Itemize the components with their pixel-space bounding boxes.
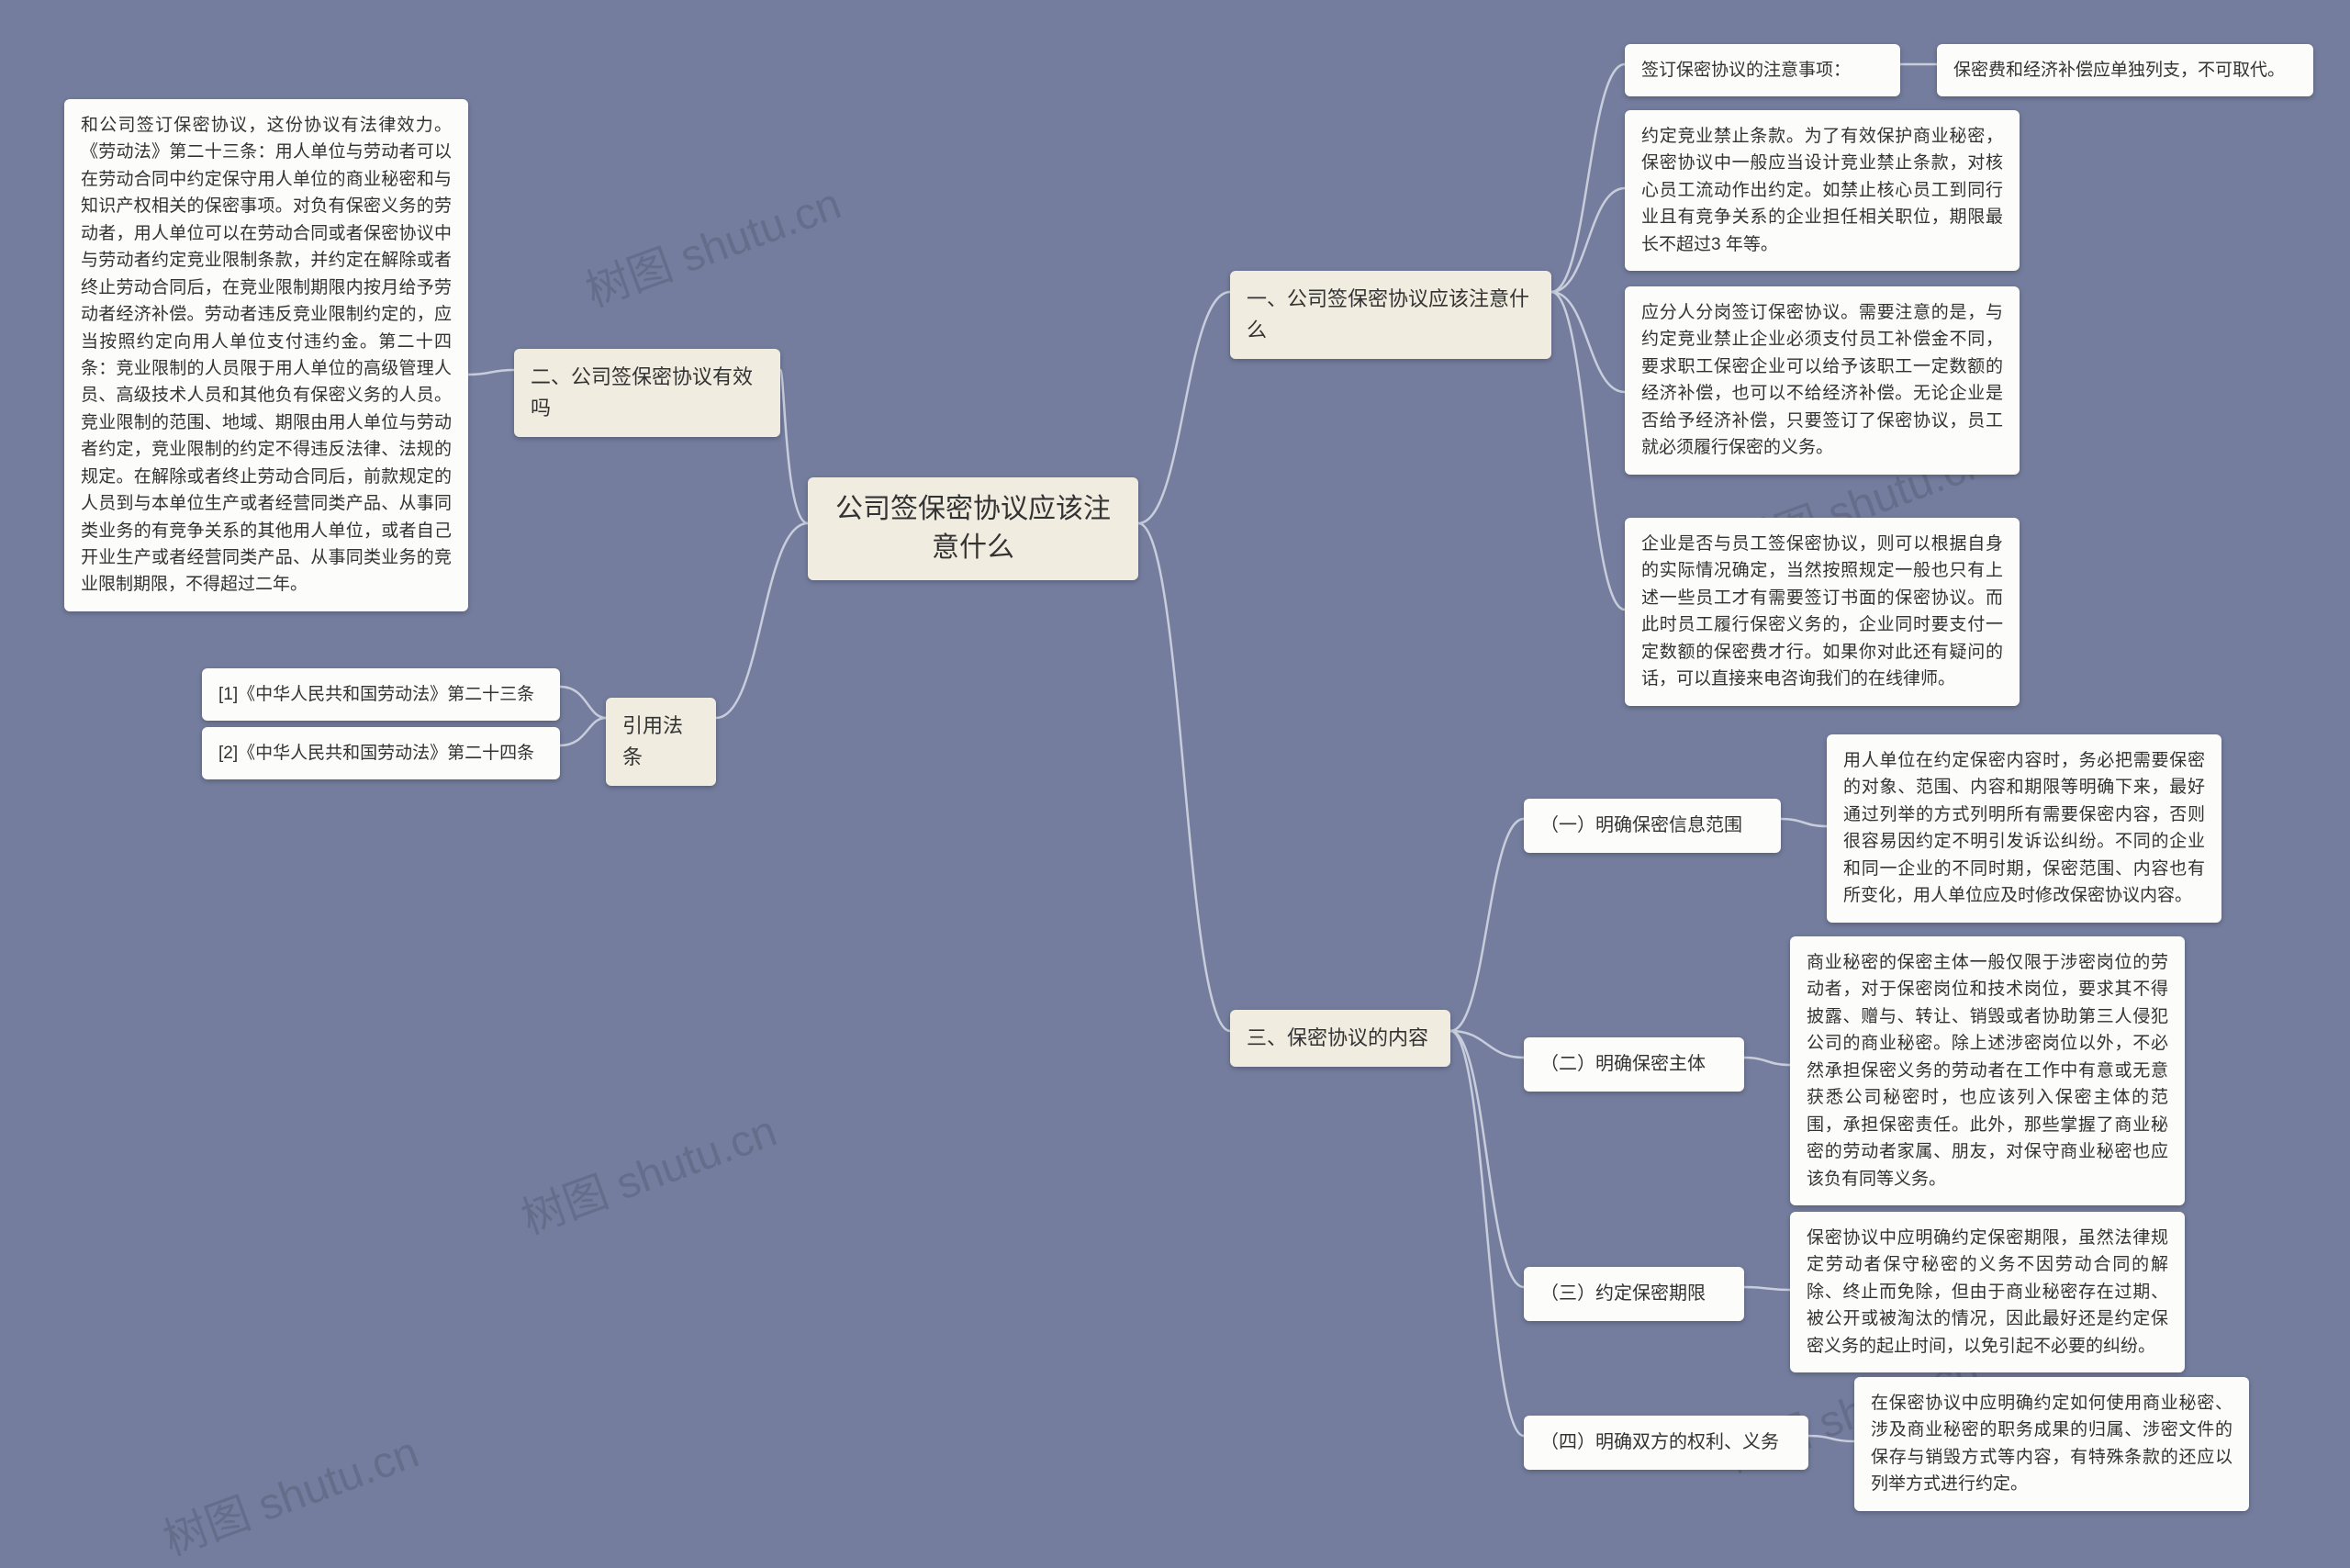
sub-3-1[interactable]: （一）明确保密信息范围 <box>1524 799 1781 853</box>
branch-ref-label: 引用法条 <box>622 714 683 768</box>
sub-label: （一）明确保密信息范围 <box>1540 815 1742 835</box>
branch-3-label: 三、保密协议的内容 <box>1247 1026 1428 1049</box>
branch-1-leaf-2[interactable]: 应分人分岗签订保密协议。需要注意的是，与约定竞业禁止企业必须支付员工补偿金不同，… <box>1625 286 2020 475</box>
branch-1-leaf-1[interactable]: 约定竞业禁止条款。为了有效保护商业秘密，保密协议中一般应当设计竞业禁止条款，对核… <box>1625 110 2020 271</box>
sub-label: （三）约定保密期限 <box>1540 1283 1706 1304</box>
sub-label: （四）明确双方的权利、义务 <box>1540 1432 1779 1452</box>
sub-3-4[interactable]: （四）明确双方的权利、义务 <box>1524 1416 1808 1470</box>
ref-1[interactable]: [1]《中华人民共和国劳动法》第二十三条 <box>202 668 560 721</box>
watermark: 树图 shutu.cn <box>511 1094 784 1246</box>
root-node[interactable]: 公司签保密协议应该注意什么 <box>808 477 1138 580</box>
leaf-text: [1]《中华人民共和国劳动法》第二十三条 <box>218 685 534 704</box>
leaf-text: 商业秘密的保密主体一般仅限于涉密岗位的劳动者，对于保密岗位和技术岗位，要求其不得… <box>1807 953 2168 1189</box>
sub-3-1-text[interactable]: 用人单位在约定保密内容时，务必把需要保密的对象、范围、内容和期限等明确下来，最好… <box>1827 734 2221 923</box>
branch-3[interactable]: 三、保密协议的内容 <box>1230 1010 1450 1067</box>
leaf-text: 保密协议中应明确约定保密期限，虽然法律规定劳动者保守秘密的义务不因劳动合同的解除… <box>1807 1228 2168 1356</box>
leaf-text: 企业是否与员工签保密协议，则可以根据自身的实际情况确定，当然按照规定一般也只有上… <box>1641 534 2003 689</box>
branch-2[interactable]: 二、公司签保密协议有效吗 <box>514 349 780 437</box>
sub-3-3-text[interactable]: 保密协议中应明确约定保密期限，虽然法律规定劳动者保守秘密的义务不因劳动合同的解除… <box>1790 1212 2185 1372</box>
leaf-text: 约定竞业禁止条款。为了有效保护商业秘密，保密协议中一般应当设计竞业禁止条款，对核… <box>1641 127 2003 254</box>
leaf-text: 在保密协议中应明确约定如何使用商业秘密、涉及商业秘密的职务成果的归属、涉密文件的… <box>1871 1394 2232 1494</box>
leaf-text: 保密费和经济补偿应单独列支，不可取代。 <box>1953 61 2285 80</box>
root-label: 公司签保密协议应该注意什么 <box>835 494 1111 563</box>
branch-1-leaf-0b[interactable]: 保密费和经济补偿应单独列支，不可取代。 <box>1937 44 2313 96</box>
sub-3-4-text[interactable]: 在保密协议中应明确约定如何使用商业秘密、涉及商业秘密的职务成果的归属、涉密文件的… <box>1854 1377 2249 1511</box>
leaf-text: 应分人分岗签订保密协议。需要注意的是，与约定竞业禁止企业必须支付员工补偿金不同，… <box>1641 303 2003 457</box>
branch-1[interactable]: 一、公司签保密协议应该注意什么 <box>1230 271 1551 359</box>
ref-2[interactable]: [2]《中华人民共和国劳动法》第二十四条 <box>202 727 560 779</box>
leaf-text: 签订保密协议的注意事项： <box>1641 61 1851 80</box>
branch-ref[interactable]: 引用法条 <box>606 698 716 786</box>
leaf-text: 和公司签订保密协议，这份协议有法律效力。《劳动法》第二十三条：用人单位与劳动者可… <box>81 116 452 594</box>
sub-3-2-text[interactable]: 商业秘密的保密主体一般仅限于涉密岗位的劳动者，对于保密岗位和技术岗位，要求其不得… <box>1790 936 2185 1205</box>
sub-3-2[interactable]: （二）明确保密主体 <box>1524 1037 1744 1092</box>
leaf-text: [2]《中华人民共和国劳动法》第二十四条 <box>218 744 534 763</box>
branch-1-label: 一、公司签保密协议应该注意什么 <box>1247 287 1529 342</box>
sub-3-3[interactable]: （三）约定保密期限 <box>1524 1267 1744 1321</box>
sub-label: （二）明确保密主体 <box>1540 1054 1706 1074</box>
branch-1-leaf-3[interactable]: 企业是否与员工签保密协议，则可以根据自身的实际情况确定，当然按照规定一般也只有上… <box>1625 518 2020 706</box>
watermark: 树图 shutu.cn <box>576 167 848 319</box>
branch-2-label: 二、公司签保密协议有效吗 <box>531 365 753 420</box>
branch-2-text[interactable]: 和公司签订保密协议，这份协议有法律效力。《劳动法》第二十三条：用人单位与劳动者可… <box>64 99 468 611</box>
watermark: 树图 shutu.cn <box>153 1416 426 1567</box>
leaf-text: 用人单位在约定保密内容时，务必把需要保密的对象、范围、内容和期限等明确下来，最好… <box>1843 751 2205 905</box>
branch-1-leaf-0a[interactable]: 签订保密协议的注意事项： <box>1625 44 1900 96</box>
